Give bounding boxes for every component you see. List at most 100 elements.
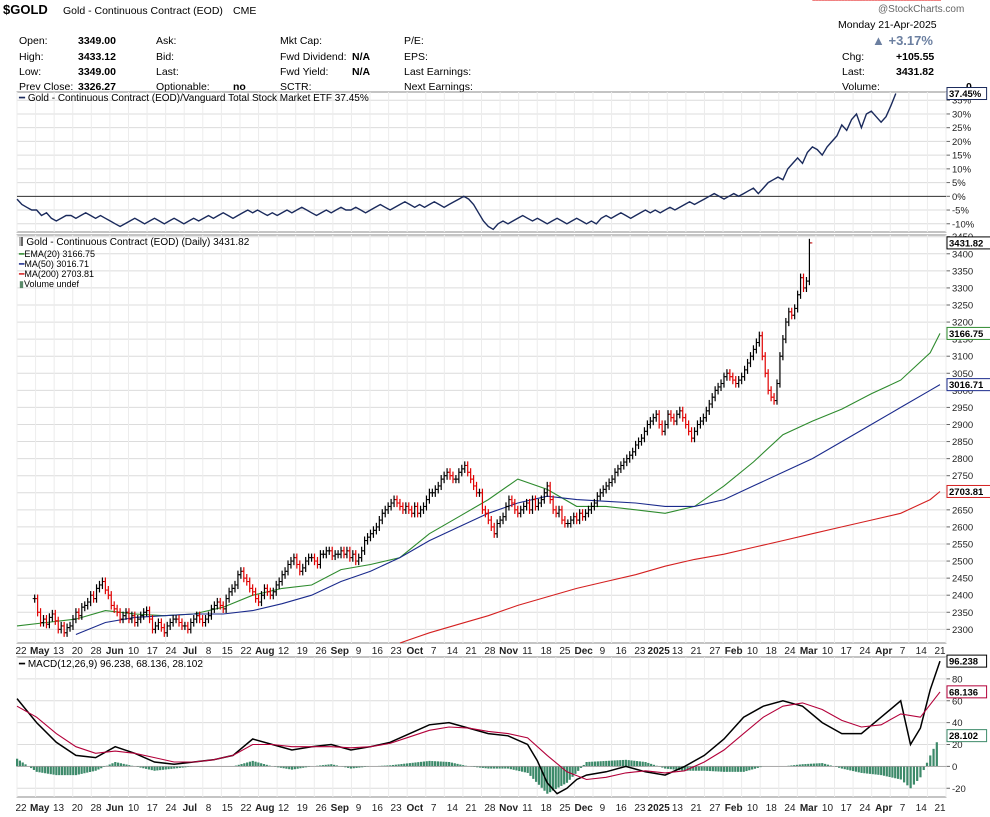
macd-hist-bar <box>501 766 504 769</box>
macd-hist-bar <box>159 766 162 771</box>
macd-hist-bar <box>18 760 22 767</box>
macd-hist-bar <box>540 766 543 788</box>
macd-hist-bar <box>450 762 454 767</box>
macd-hist-bar <box>389 765 392 767</box>
macd-hist-bar <box>453 763 456 767</box>
macd-hist-bar <box>672 766 675 770</box>
macd-hist-bar <box>795 764 799 767</box>
macd-hist-bar <box>745 766 748 772</box>
macd-panel: 80 60 40 20 0 -20 96.238 68.136 28.102 <box>16 654 988 798</box>
x-tick-label: 21 <box>466 646 478 657</box>
ma-line-2 <box>399 491 941 644</box>
y-tick-label: 20% <box>952 137 972 148</box>
field-value: N/A <box>352 66 371 78</box>
macd-hist-bar <box>520 766 524 772</box>
field-value: 3433.12 <box>78 51 116 63</box>
macd-hist-bar <box>419 761 423 767</box>
macd-hist-bar <box>610 760 613 767</box>
macd-hist-bar <box>391 764 395 767</box>
macd-hist-bar <box>181 766 184 768</box>
macd-hist-bar <box>613 760 616 767</box>
field-label: Last: <box>842 66 865 78</box>
macd-hist-bar <box>302 766 305 768</box>
macd-hist-bar <box>434 761 437 767</box>
x-tick-label: 17 <box>841 803 853 814</box>
field-label: Ask: <box>156 35 177 47</box>
ratio-last-label-box <box>946 87 988 101</box>
macd-hist-bar <box>891 766 894 778</box>
macd-hist-bar <box>46 766 50 774</box>
macd-hist-bar <box>293 766 296 770</box>
macd-hist-bar <box>932 748 935 767</box>
y-tick-label: 60 <box>952 696 963 707</box>
macd-hist-bar <box>63 766 66 776</box>
macd-hist-bar <box>66 766 69 776</box>
macd-hist-bar <box>720 766 723 772</box>
field-label: Bid: <box>156 51 175 63</box>
macd-hist-bar <box>518 766 521 772</box>
macd-hist-bar <box>703 766 706 771</box>
macd-hist-bar <box>621 759 625 767</box>
x-tick-label: 23 <box>391 646 403 657</box>
x-tick-label: 12 <box>278 646 290 657</box>
macd-hist-bar <box>616 760 619 767</box>
ma-last-label-2: 2703.81 <box>949 487 984 498</box>
macd-hist-bar <box>386 765 389 767</box>
macd-hist-bar <box>279 766 282 768</box>
x-tick-label: 8 <box>206 803 212 814</box>
macd-hist-bar <box>16 758 19 767</box>
x-tick-label: 10 <box>822 803 834 814</box>
field-label: Fwd Yield: <box>280 66 329 78</box>
macd-hist-bar <box>282 766 285 769</box>
macd-hist-bar <box>526 766 529 773</box>
x-tick-label: 16 <box>372 803 384 814</box>
macd-hist-bar <box>251 760 254 767</box>
macd-hist-bar <box>894 766 897 779</box>
macd-hist-bar <box>254 761 257 767</box>
legend-ma200: ━MA(200) 2703.81 <box>19 269 94 279</box>
macd-hist-bar <box>871 766 874 775</box>
x-tick-label: Mar <box>800 803 818 814</box>
x-tick-label: 25 <box>559 803 571 814</box>
ratio-last-label: 37.45% <box>949 89 982 100</box>
y-tick-label: 3150 <box>952 335 973 346</box>
macd-hist-bar <box>58 766 61 776</box>
macd-hist-bar <box>857 766 860 773</box>
macd-hist-bar <box>425 761 428 767</box>
macd-hist-bar <box>504 766 507 769</box>
macd-hist-bar <box>285 766 288 769</box>
macd-hist-bar <box>675 766 678 770</box>
quote-date: Monday 21-Apr-2025 <box>838 19 937 31</box>
x-tick-label: Sep <box>331 646 349 657</box>
macd-hist-bar <box>739 766 743 772</box>
field-label: Open: <box>19 35 48 47</box>
macd-hist-bar <box>929 755 932 767</box>
macd-hist-bar <box>60 766 64 776</box>
macd-hist-bar <box>246 762 249 767</box>
field-value: N/A <box>352 51 371 63</box>
macd-hist-bar <box>840 766 844 769</box>
macd-hist-bar <box>748 766 751 771</box>
x-tick-label: Jul <box>183 646 198 657</box>
macd-hist-bar <box>694 766 698 771</box>
macd-hist-bar <box>77 766 80 775</box>
exchange: CME <box>233 5 257 17</box>
macd-hist-bar <box>896 766 900 779</box>
y-tick-label: 30% <box>952 109 972 120</box>
macd-hist-bar <box>860 766 863 773</box>
x-tick-label: Nov <box>499 803 518 814</box>
macd-hist-bar <box>793 765 796 767</box>
candle-icon: ⫼ <box>19 237 27 248</box>
macd-hist-bar <box>478 766 482 768</box>
x-tick-label: Aug <box>255 646 274 657</box>
x-tick-label: 16 <box>372 646 384 657</box>
x-tick-label: 24 <box>859 803 871 814</box>
macd-hist-bar <box>400 764 403 767</box>
macd-hist-bar <box>700 766 703 771</box>
y-tick-label: -10% <box>952 219 975 230</box>
macd-hist-bar <box>565 766 569 783</box>
macd-hist-bar <box>80 766 83 774</box>
macd-hist-bar <box>358 766 361 768</box>
macd-hist-bar <box>139 766 142 768</box>
watermark: @StockCharts.com <box>878 4 965 15</box>
